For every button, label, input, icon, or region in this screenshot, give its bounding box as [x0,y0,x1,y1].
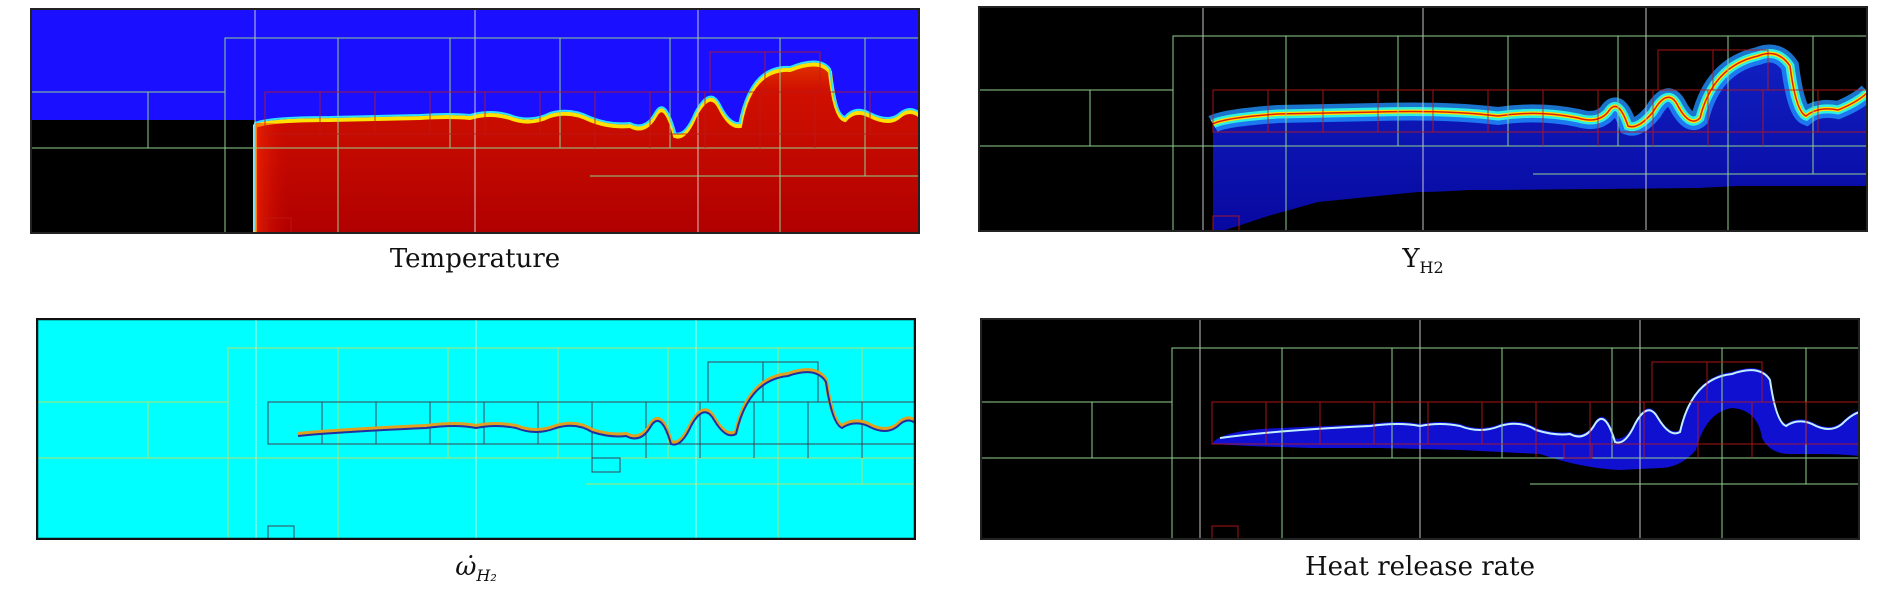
temperature-panel [30,8,920,234]
yh2-caption-sub: H2 [1419,258,1444,278]
yh2-caption-base: Y [1402,244,1420,274]
hrr-field [980,318,1860,540]
temperature-caption-text: Temperature [389,244,561,274]
yh2-field [978,6,1868,232]
hrr-caption-text: Heat release rate [1304,552,1536,582]
yh2-caption: YH2 [978,244,1868,283]
omega-panel [36,318,916,540]
temperature-caption: Temperature [30,244,920,274]
omega-caption-base: ω̇ [455,552,477,582]
hrr-caption: Heat release rate [980,552,1860,582]
hrr-panel [980,318,1860,540]
omega-field [36,318,916,540]
omega-caption: ω̇H₂ [36,552,916,591]
yh2-panel [978,6,1868,232]
temperature-field [30,8,920,234]
omega-caption-sub: H₂ [476,566,497,586]
